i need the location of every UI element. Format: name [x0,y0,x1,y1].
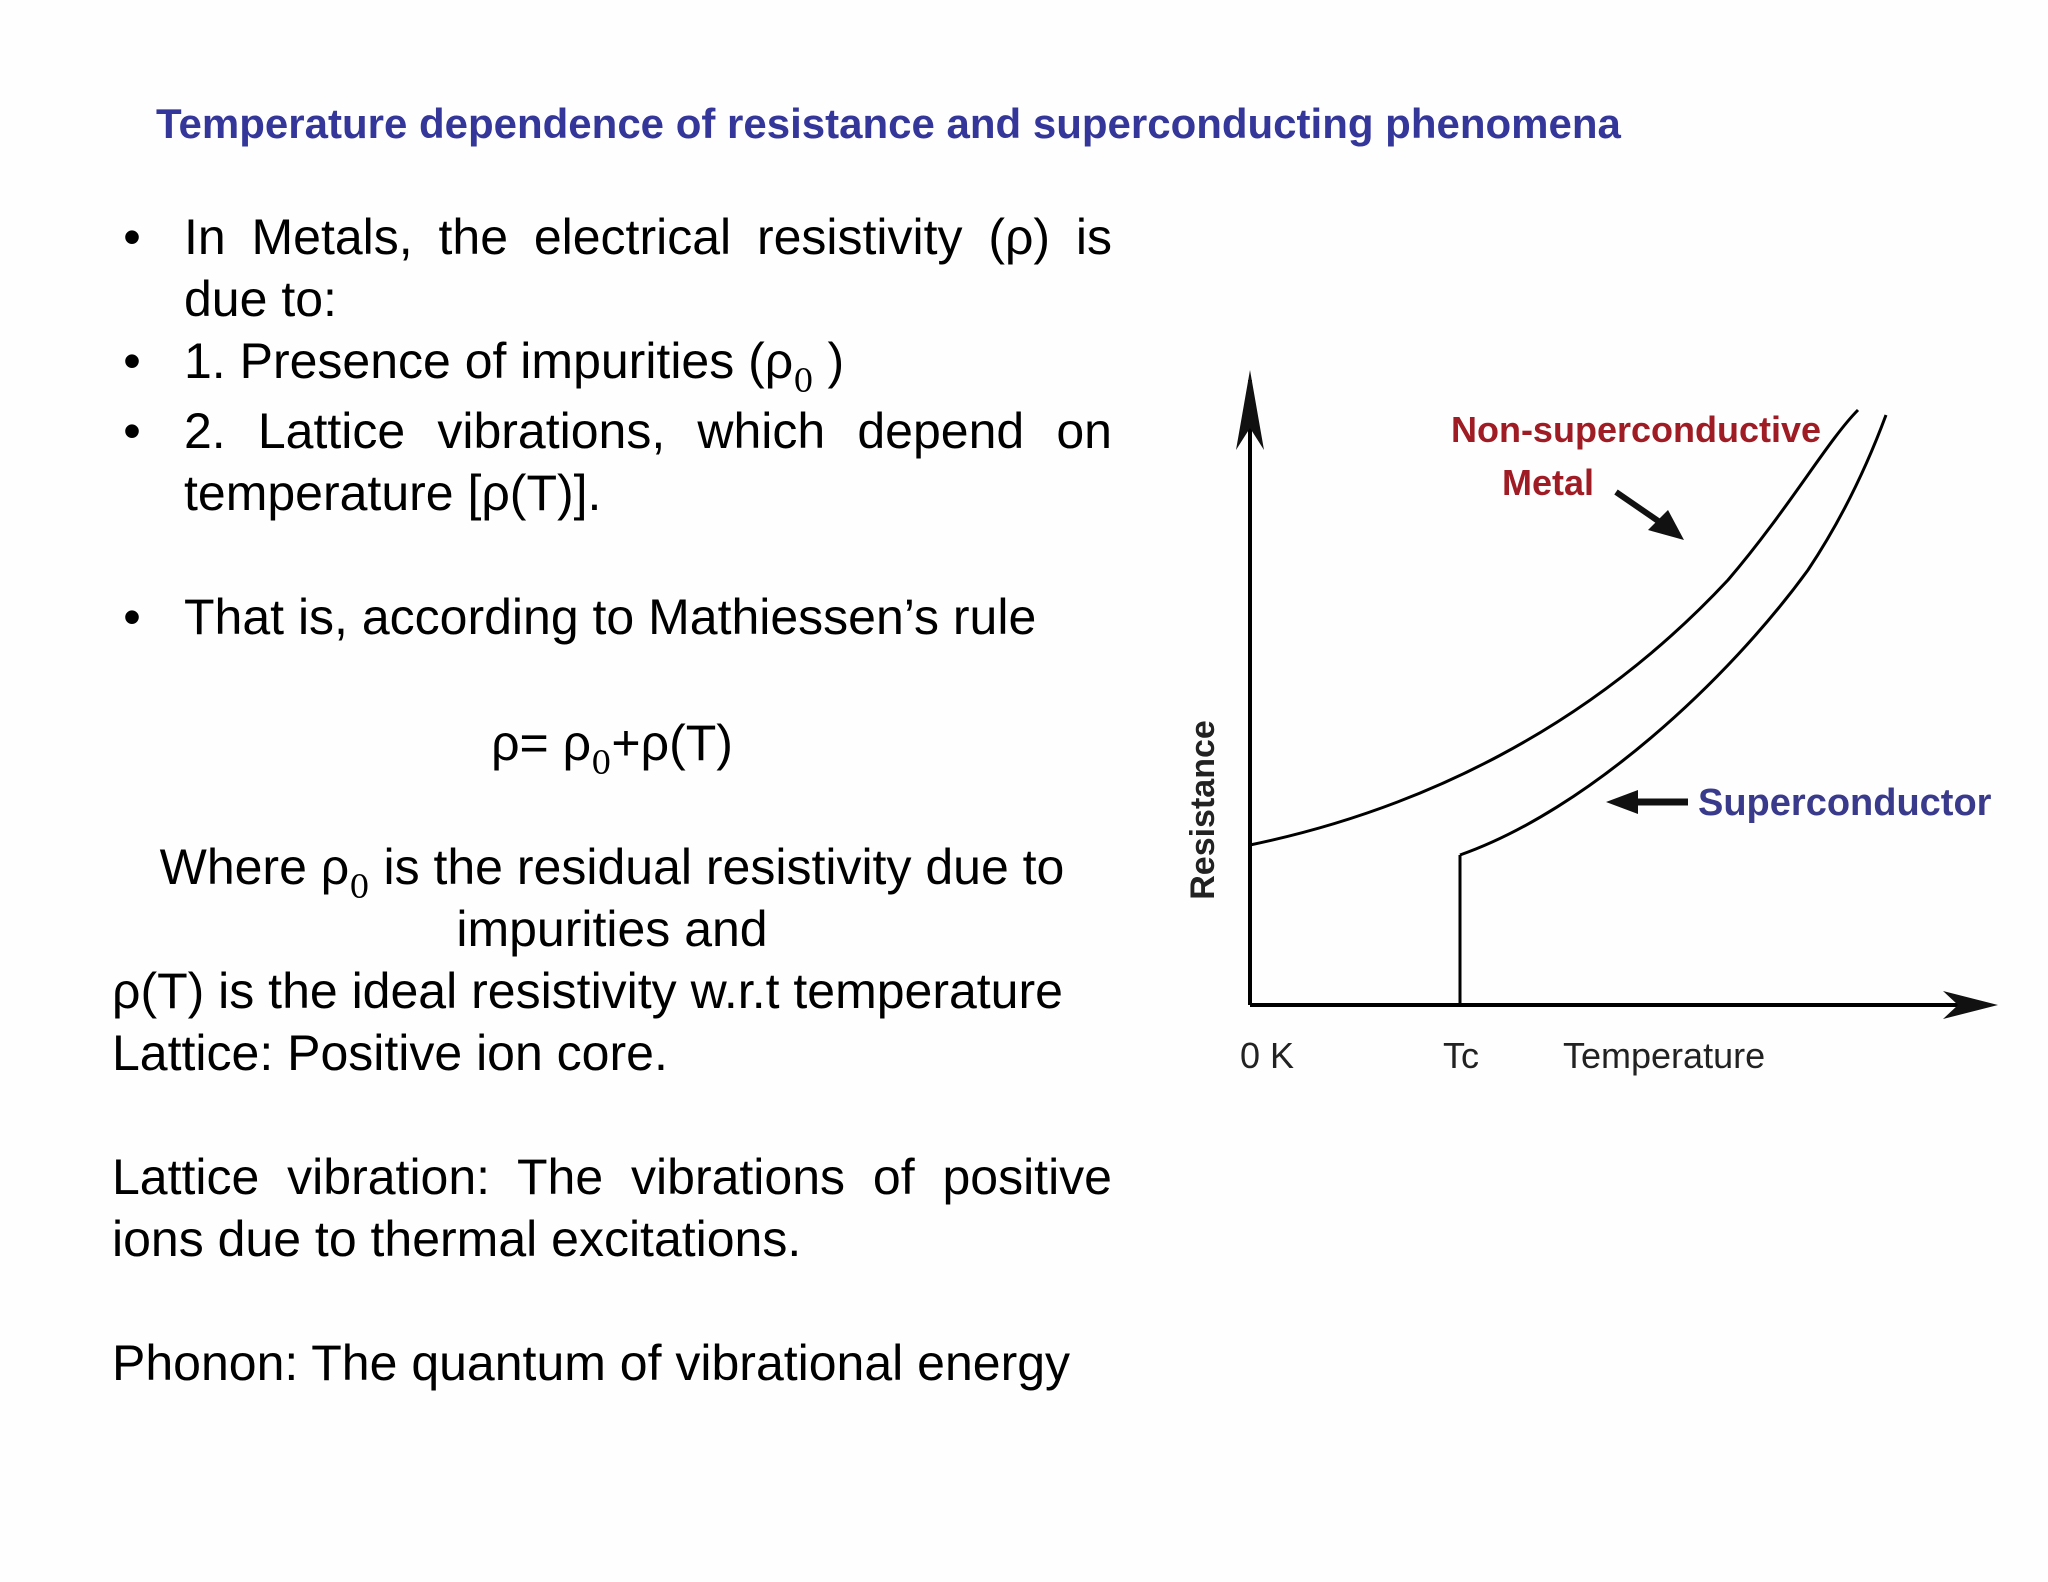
where-pre: Where ρ [159,839,350,895]
bullet-list: • In Metals, the electrical resistivity … [112,206,1112,648]
bullet-dot: • [123,589,141,645]
where-line: Where ρ0 is the residual resistivity due… [112,836,1112,903]
bullet-item-metals: • In Metals, the electrical resistivity … [112,206,1112,330]
mathiessen-formula: ρ= ρ0+ρ(T) [112,712,1112,779]
metal-pointer-arrowhead [1648,510,1684,540]
where-post: is the residual resistivity due to [369,839,1065,895]
subscript-zero: 0 [793,362,814,400]
lattice-vibration-definition: Lattice vibration: The vibrations of pos… [112,1149,1112,1267]
x-axis-label: Temperature [1563,1035,1765,1076]
where-line-2: impurities and [456,901,768,957]
ideal-resistivity-line: ρ(T) is the ideal resistivity w.r.t temp… [112,963,1063,1019]
subscript-zero: 0 [349,868,370,906]
formula-pre: ρ= ρ [491,715,592,771]
bullet-text-pre: 1. Presence of impurities (ρ [184,333,794,389]
spacer [112,1084,1112,1146]
superconductor-pointer-arrowhead [1606,790,1638,814]
metal-label-line1: Non-superconductive [1451,409,1821,450]
y-axis-label: Resistance [1184,720,1222,900]
x-origin-label: 0 K [1240,1035,1294,1076]
bullet-text-post: ) [813,333,845,389]
lattice-definition: Lattice: Positive ion core. [112,1025,668,1081]
bullet-dot: • [123,209,141,265]
resistance-temperature-diagram: Resistance 0 K Tc Temperature Non-superc… [1184,370,1998,1076]
metal-label-line2: Metal [1502,462,1594,503]
bullet-item-mathiessen: • That is, according to Mathiessen’s rul… [112,586,1112,648]
x-axis-arrowhead [1943,991,1998,1019]
metal-pointer-arrow [1614,489,1666,528]
bullet-spacer [112,524,1112,586]
bullet-dot: • [123,403,141,459]
bullet-text: 2. Lattice vibrations, which depend on t… [184,403,1112,521]
bullet-text: In Metals, the electrical resistivity (ρ… [184,209,1112,327]
superconductor-curve [1459,414,1888,857]
bullet-text: That is, according to Mathiessen’s rule [184,589,1037,645]
bullet-item-impurities: • 1. Presence of impurities (ρ0 ) [112,330,1112,397]
spacer [112,1270,1112,1332]
bullet-item-lattice: • 2. Lattice vibrations, which depend on… [112,400,1112,524]
slide-title: Temperature dependence of resistance and… [156,100,1621,147]
text-column: • In Metals, the electrical resistivity … [112,206,1112,1394]
superconductor-label: Superconductor [1698,782,1992,824]
phonon-definition: Phonon: The quantum of vibrational energ… [112,1335,1071,1391]
bullet-dot: • [123,333,141,389]
subscript-zero: 0 [591,744,612,782]
formula-post: +ρ(T) [611,715,733,771]
x-tc-label: Tc [1443,1035,1479,1076]
y-axis-arrowhead [1236,370,1264,450]
metal-curve [1249,408,1860,847]
